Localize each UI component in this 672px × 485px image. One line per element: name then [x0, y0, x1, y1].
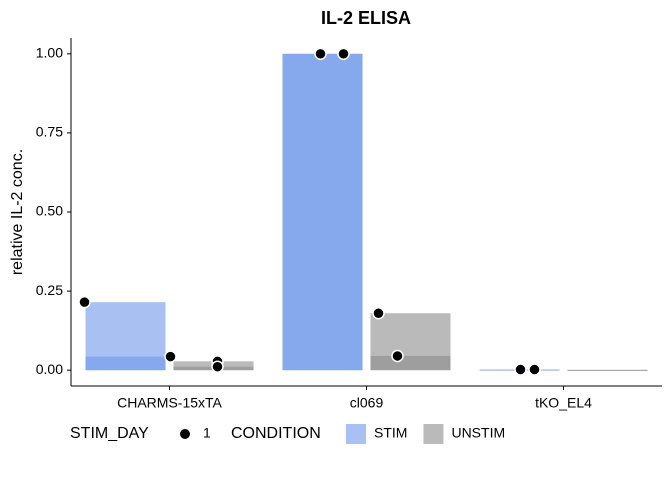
y-axis-label: relative IL-2 conc. — [9, 149, 26, 275]
data-point — [337, 47, 350, 61]
legend-title: STIM_DAY — [70, 425, 149, 442]
x-tick-label: cl069 — [350, 395, 384, 411]
y-tick-label: 0.25 — [36, 282, 63, 298]
data-point — [164, 350, 177, 363]
bar — [567, 369, 648, 371]
legend-label: UNSTIM — [451, 425, 505, 441]
data-point — [78, 295, 91, 309]
x-tick-label: CHARMS-15xTA — [117, 395, 222, 411]
legend-swatch — [423, 424, 444, 444]
data-point — [211, 360, 224, 373]
y-tick-label: 1.00 — [36, 45, 63, 61]
data-point — [372, 306, 385, 320]
data-point — [528, 363, 541, 376]
bar — [282, 53, 363, 371]
bar — [370, 355, 451, 371]
chart-title: IL-2 ELISA — [321, 8, 411, 28]
legend-label: STIM — [374, 425, 407, 441]
legend-label: 1 — [203, 425, 211, 441]
y-tick-label: 0.75 — [36, 124, 63, 140]
data-point — [391, 349, 404, 363]
y-tick-label: 0.50 — [36, 203, 63, 219]
y-tick-label: 0.00 — [36, 361, 63, 377]
bar — [85, 356, 166, 371]
data-point — [314, 47, 327, 61]
x-tick-label: tKO_EL4 — [535, 395, 592, 411]
legend-point — [180, 429, 190, 439]
legend-swatch — [346, 424, 366, 444]
data-point — [514, 363, 527, 376]
legend-title: CONDITION — [231, 425, 321, 442]
